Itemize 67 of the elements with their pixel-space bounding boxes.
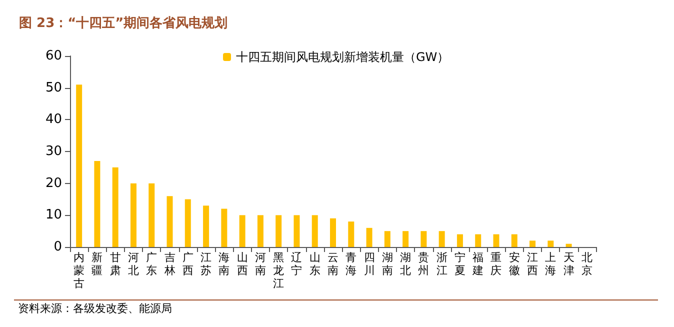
bar bbox=[456, 234, 463, 247]
bar bbox=[548, 240, 554, 247]
x-tick-label: 海南 bbox=[218, 251, 230, 277]
bar bbox=[257, 215, 264, 247]
y-tick-label: 30 bbox=[45, 144, 62, 159]
x-tick-label: 天津 bbox=[563, 251, 574, 277]
bar bbox=[348, 222, 354, 247]
bar bbox=[530, 240, 536, 247]
x-tick-label: 江苏 bbox=[200, 251, 212, 277]
bar bbox=[276, 215, 282, 247]
x-tick-label: 上海 bbox=[545, 251, 556, 277]
x-tick-label: 云南 bbox=[328, 251, 338, 277]
x-tick-label: 山西 bbox=[236, 251, 248, 277]
x-tick-label: 山东 bbox=[309, 251, 320, 277]
x-tick-label: 广东 bbox=[146, 251, 158, 277]
bar bbox=[402, 231, 409, 247]
x-tick-label: 青海 bbox=[346, 251, 357, 277]
bar bbox=[438, 231, 445, 247]
x-tick-label: 广西 bbox=[182, 251, 194, 277]
bar bbox=[366, 228, 372, 247]
bar bbox=[294, 215, 300, 247]
x-tick-label: 贵州 bbox=[418, 251, 430, 277]
bar bbox=[384, 231, 390, 247]
bar bbox=[130, 183, 136, 247]
x-tick-label: 内蒙古 bbox=[74, 251, 85, 290]
y-tick-label: 20 bbox=[45, 176, 62, 191]
x-tick-label: 新疆 bbox=[92, 251, 103, 277]
y-tick-label: 0 bbox=[54, 240, 62, 254]
bar bbox=[221, 208, 228, 247]
bar bbox=[112, 167, 118, 247]
x-tick-label: 湖南 bbox=[382, 251, 393, 277]
legend-label: 十四五期间风电规划新增装机量（GW） bbox=[236, 50, 450, 64]
x-tick-label: 宁夏 bbox=[454, 251, 466, 277]
bar bbox=[76, 84, 82, 247]
x-tick-label: 浙江 bbox=[436, 251, 448, 277]
x-tick-label: 吉林 bbox=[163, 251, 176, 277]
bar bbox=[330, 218, 336, 247]
bar bbox=[166, 196, 173, 247]
bar bbox=[475, 234, 482, 247]
x-tick-label: 河南 bbox=[254, 251, 266, 277]
bar bbox=[493, 234, 500, 247]
bar bbox=[566, 244, 572, 247]
y-tick-label: 40 bbox=[45, 112, 62, 128]
y-tick-label: 60 bbox=[45, 48, 62, 64]
x-tick-label: 北京 bbox=[581, 251, 592, 277]
bar bbox=[148, 183, 155, 247]
bar bbox=[203, 206, 210, 247]
y-tick-label: 10 bbox=[45, 208, 62, 223]
y-tick-label: 50 bbox=[45, 80, 62, 96]
x-tick-label: 甘肃 bbox=[110, 251, 121, 277]
bar bbox=[184, 199, 191, 247]
x-tick-label: 湖北 bbox=[400, 251, 412, 277]
bar bbox=[94, 161, 100, 247]
x-tick-label: 河北 bbox=[128, 251, 139, 277]
text: 资料来源：各级发改委、能源局 bbox=[18, 302, 172, 315]
bar bbox=[420, 231, 427, 247]
x-tick-label: 黑龙江 bbox=[273, 251, 284, 290]
chart-title: 图 23：“十四五”期间各省风电规划 bbox=[19, 16, 228, 31]
x-tick-label: 福建 bbox=[472, 251, 484, 277]
x-tick-label: 江西 bbox=[527, 251, 538, 277]
x-tick-label: 安徽 bbox=[508, 251, 520, 277]
x-tick-label: 辽宁 bbox=[291, 251, 302, 277]
bar bbox=[312, 215, 318, 247]
bar bbox=[239, 215, 246, 247]
x-tick-label: 四川 bbox=[364, 251, 375, 277]
x-tick-label: 重庆 bbox=[490, 251, 502, 277]
bar bbox=[511, 234, 518, 247]
